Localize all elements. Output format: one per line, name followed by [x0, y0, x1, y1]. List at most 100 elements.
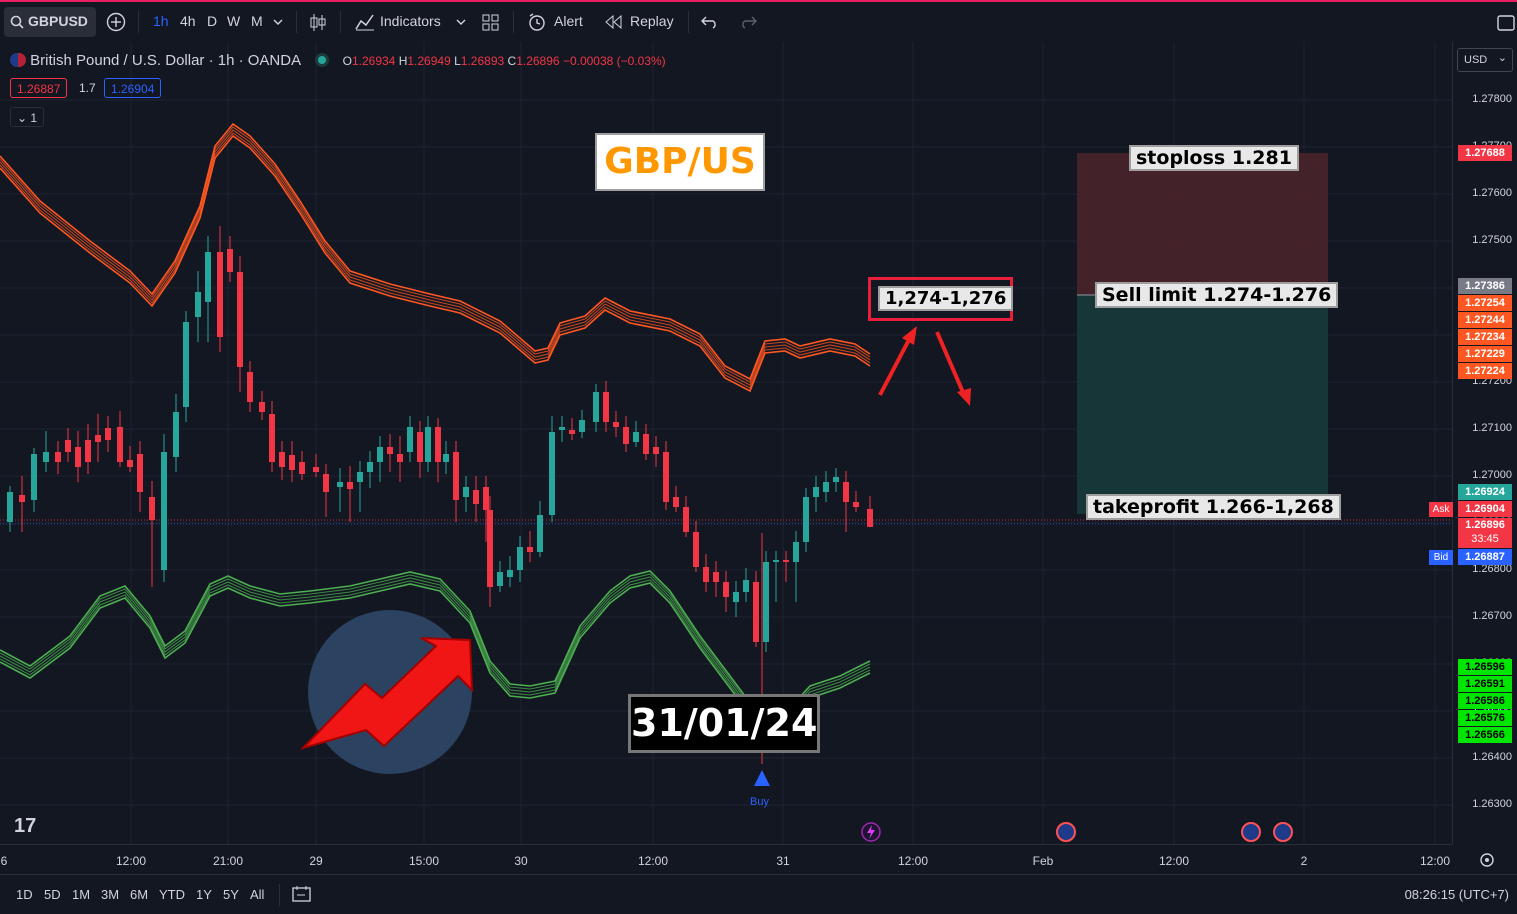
candle-body — [833, 477, 839, 482]
upper-band-line — [0, 129, 871, 386]
interval-1h[interactable]: 1h — [153, 13, 169, 29]
redo-icon[interactable] — [739, 15, 757, 29]
candle-body — [7, 492, 13, 522]
range-3m[interactable]: 3M — [101, 887, 120, 902]
price-scale-label: 1.27500 — [1472, 234, 1512, 246]
chevron-down-icon[interactable] — [273, 19, 283, 26]
chevron-down-icon[interactable] — [456, 19, 466, 26]
candle-body — [613, 422, 619, 427]
candle-body — [407, 427, 413, 452]
clock[interactable]: 08:26:15 (UTC+7) — [1404, 887, 1509, 902]
candle-body — [673, 497, 679, 507]
candle-body — [483, 487, 489, 510]
rewind-icon — [605, 15, 622, 29]
bid-tag: Bid — [1429, 550, 1453, 565]
candle-body — [117, 427, 123, 462]
range-6m[interactable]: 6M — [130, 887, 149, 902]
lower-band-label-2: 1.26591 — [1458, 676, 1512, 692]
range-1y[interactable]: 1Y — [196, 887, 212, 902]
candle-body — [105, 428, 111, 440]
time-label: 30 — [514, 854, 528, 868]
candle-body — [517, 547, 523, 570]
buy-price-button[interactable]: 1.26904 — [104, 78, 162, 98]
settings-gear-icon[interactable] — [1478, 851, 1496, 869]
price-axis[interactable]: USD⌄ 1.278001.277001.276001.275001.27400… — [1452, 42, 1517, 844]
chevron-down-icon: ⌄ — [1497, 52, 1507, 64]
candle-body — [95, 435, 101, 442]
top-toolbar: GBPUSD 1h 4h D W M Indicators Alert Repl… — [0, 0, 1517, 41]
last-price-label: 1.26896 33:45 — [1458, 518, 1512, 548]
candle-body — [397, 454, 403, 462]
candle-style-icon[interactable] — [309, 13, 327, 33]
candle-body — [205, 252, 211, 302]
sell-limit-label[interactable]: Sell limit 1.274-1.276 — [1095, 282, 1339, 308]
replay-button[interactable]: Replay — [630, 13, 674, 29]
alarm-clock-icon — [529, 13, 545, 31]
candle-body — [487, 510, 493, 587]
add-symbol-icon[interactable] — [106, 12, 126, 32]
upper-band-line — [0, 122, 871, 381]
us-flag-icon — [1056, 822, 1076, 842]
market-status-dot — [318, 56, 327, 64]
lower-band-label-4: 1.26576 — [1458, 710, 1512, 726]
time-label: 12:00 — [897, 854, 929, 868]
symbol-search[interactable]: GBPUSD — [4, 7, 96, 37]
candle-body — [853, 502, 859, 507]
symbol-title[interactable]: British Pound / U.S. Dollar · 1h · OANDA — [30, 52, 301, 69]
candle-body — [65, 440, 71, 452]
pair-title: GBP/US — [604, 141, 756, 182]
takeprofit-zone — [1077, 295, 1328, 514]
spread-value: 1.7 — [79, 81, 96, 95]
zone-label[interactable]: 1,274-1,276 — [878, 286, 1014, 311]
time-label: 31 — [776, 854, 790, 868]
time-axis[interactable]: 6 12:00 21:00 29 15:00 30 12:00 31 12:00… — [0, 844, 1452, 875]
takeprofit-label[interactable]: takeprofit 1.266-1,268 — [1086, 494, 1341, 520]
candle-body — [623, 427, 629, 444]
undo-icon[interactable] — [701, 15, 719, 29]
pair-flags-icon — [10, 53, 26, 67]
time-label: 21:00 — [212, 854, 244, 868]
candle-body — [299, 462, 305, 474]
alert-button[interactable]: Alert — [554, 13, 583, 29]
date-label[interactable]: 31/01/24 — [628, 694, 820, 753]
candle-body — [663, 452, 669, 502]
candle-body — [149, 497, 155, 520]
candle-body — [793, 542, 799, 562]
goto-date-icon[interactable] — [292, 885, 312, 903]
indicators-button[interactable]: Indicators — [380, 13, 441, 29]
candle-body — [603, 392, 609, 422]
interval-w[interactable]: W — [227, 13, 241, 29]
time-label: 6 — [0, 854, 8, 868]
candle-body — [803, 497, 809, 542]
range-1m[interactable]: 1M — [72, 887, 91, 902]
candle-body — [743, 580, 749, 592]
search-icon — [10, 15, 24, 29]
layout-grid-icon[interactable] — [482, 14, 499, 31]
range-5d[interactable]: 5D — [44, 887, 61, 902]
indicators-icon — [355, 14, 374, 31]
range-1d[interactable]: 1D — [16, 887, 33, 902]
candle-body — [289, 455, 295, 470]
interval-m[interactable]: M — [251, 13, 263, 29]
symbol-label: GBPUSD — [28, 13, 88, 29]
sell-price-button[interactable]: 1.26887 — [10, 78, 68, 98]
pair-title-box[interactable]: GBP/US — [595, 133, 765, 191]
candle-body — [569, 430, 575, 434]
interval-d[interactable]: D — [207, 13, 218, 29]
upper-band-line — [0, 126, 871, 383]
collapse-indicators-button[interactable]: ⌄ 1 — [10, 107, 45, 127]
ask-tag: Ask — [1429, 502, 1453, 517]
time-label: 29 — [309, 854, 323, 868]
interval-4h[interactable]: 4h — [180, 13, 196, 29]
fullscreen-icon[interactable] — [1497, 14, 1515, 32]
range-ytd[interactable]: YTD — [159, 887, 185, 902]
candle-body — [453, 452, 459, 500]
currency-selector[interactable]: USD ⌄ — [1457, 48, 1513, 72]
chart-legend: British Pound / U.S. Dollar · 1h · OANDA… — [10, 52, 666, 69]
price-chart[interactable]: 17 — [0, 42, 1452, 844]
range-5y[interactable]: 5Y — [223, 887, 239, 902]
range-all[interactable]: All — [250, 887, 265, 902]
candle-body — [247, 372, 253, 402]
candle-body — [693, 532, 699, 567]
stoploss-label[interactable]: stoploss 1.281 — [1129, 145, 1299, 171]
